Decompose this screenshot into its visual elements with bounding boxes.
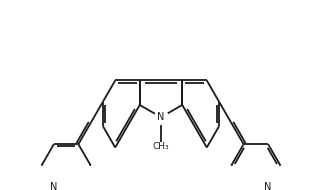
Text: N: N (157, 112, 165, 122)
Text: N: N (50, 182, 58, 190)
Text: N: N (264, 182, 272, 190)
Text: CH₃: CH₃ (153, 142, 169, 151)
